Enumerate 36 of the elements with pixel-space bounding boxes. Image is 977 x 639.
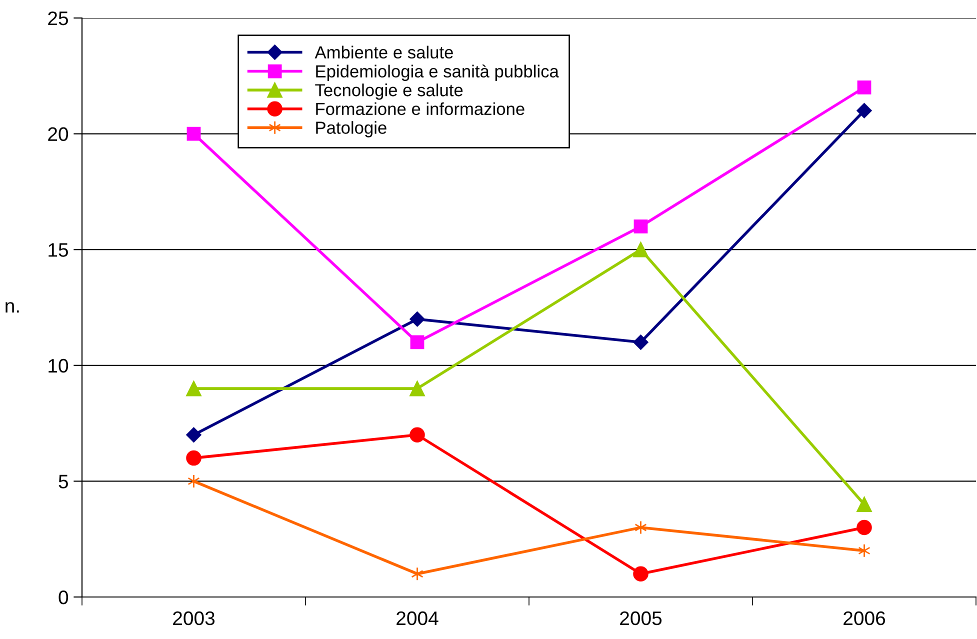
legend-label: Tecnologie e salute (315, 84, 463, 100)
point (410, 335, 424, 350)
point (634, 219, 648, 234)
y-tick-label: 15 (48, 243, 68, 257)
point (410, 427, 425, 443)
y-tick-label: 20 (48, 127, 68, 142)
legend-label: Epidemiologia e sanità pubblica (316, 64, 559, 81)
x-tick-label: 2003 (173, 611, 215, 626)
legend-label: Patologie (316, 121, 386, 138)
y-tick-label: 25 (48, 11, 68, 26)
point (633, 334, 648, 350)
point (633, 566, 648, 582)
point (410, 312, 425, 327)
point (410, 380, 425, 396)
point (186, 450, 202, 466)
point (633, 242, 648, 258)
point (856, 103, 872, 118)
y-tick-label: 0 (58, 590, 68, 604)
point (186, 380, 202, 396)
point (186, 126, 201, 141)
point (188, 474, 200, 488)
y-tick-label: 10 (48, 358, 68, 373)
point (857, 80, 872, 94)
point (856, 520, 872, 536)
point (411, 566, 424, 581)
point (186, 427, 202, 442)
legend-label: Ambiente e salute (314, 46, 453, 59)
point (634, 520, 647, 534)
point (856, 496, 872, 512)
y-tick-label: 5 (58, 474, 68, 488)
x-tick-label: 2005 (620, 611, 662, 626)
point (858, 544, 870, 558)
x-tick-label: 2006 (844, 611, 886, 626)
legend-label: Formazione e informazione (316, 102, 524, 116)
x-tick-label: 2004 (396, 611, 438, 626)
y-axis-title: n. (6, 302, 19, 313)
